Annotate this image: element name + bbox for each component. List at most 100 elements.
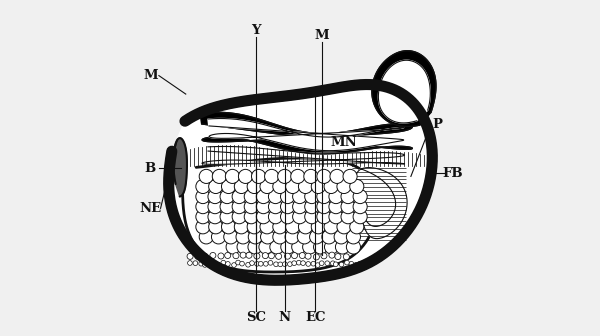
- Circle shape: [285, 230, 299, 244]
- Circle shape: [296, 260, 301, 265]
- Circle shape: [212, 261, 217, 265]
- Circle shape: [311, 261, 316, 266]
- Circle shape: [256, 190, 271, 204]
- Circle shape: [337, 179, 351, 194]
- Circle shape: [298, 179, 313, 194]
- Circle shape: [235, 179, 248, 194]
- Circle shape: [210, 252, 216, 258]
- Text: N: N: [279, 311, 291, 324]
- Circle shape: [314, 240, 328, 254]
- Circle shape: [293, 190, 307, 204]
- Polygon shape: [202, 146, 404, 164]
- Circle shape: [240, 252, 246, 258]
- Circle shape: [353, 190, 367, 204]
- Circle shape: [329, 190, 343, 204]
- Circle shape: [335, 240, 350, 254]
- Circle shape: [260, 220, 274, 234]
- Circle shape: [238, 169, 253, 183]
- Circle shape: [220, 210, 234, 224]
- Circle shape: [330, 169, 344, 183]
- Circle shape: [293, 210, 307, 224]
- Circle shape: [363, 261, 368, 266]
- Circle shape: [256, 200, 271, 214]
- Circle shape: [284, 253, 290, 259]
- Text: FB: FB: [443, 167, 463, 179]
- Circle shape: [207, 261, 212, 266]
- Circle shape: [199, 169, 214, 183]
- Circle shape: [251, 169, 266, 183]
- Circle shape: [317, 169, 331, 183]
- Circle shape: [187, 253, 193, 259]
- Circle shape: [237, 240, 251, 254]
- Circle shape: [199, 261, 203, 266]
- Circle shape: [212, 169, 226, 183]
- Circle shape: [305, 200, 319, 214]
- Circle shape: [341, 190, 355, 204]
- Circle shape: [208, 190, 222, 204]
- Circle shape: [281, 240, 295, 254]
- Polygon shape: [379, 60, 430, 123]
- Circle shape: [208, 210, 222, 224]
- Circle shape: [202, 253, 208, 259]
- Circle shape: [324, 220, 338, 234]
- Circle shape: [349, 261, 354, 266]
- Circle shape: [315, 263, 320, 267]
- Circle shape: [305, 190, 319, 204]
- Circle shape: [246, 262, 250, 267]
- Circle shape: [236, 230, 250, 244]
- Circle shape: [278, 262, 283, 267]
- Circle shape: [329, 200, 343, 214]
- Circle shape: [244, 190, 259, 204]
- Circle shape: [259, 240, 273, 254]
- Circle shape: [208, 200, 222, 214]
- Circle shape: [334, 230, 348, 244]
- Circle shape: [354, 262, 358, 267]
- Circle shape: [346, 230, 361, 244]
- Circle shape: [273, 220, 287, 234]
- Circle shape: [325, 261, 329, 265]
- Polygon shape: [353, 168, 407, 239]
- Circle shape: [221, 220, 236, 234]
- Circle shape: [353, 210, 367, 224]
- Circle shape: [203, 262, 207, 267]
- Circle shape: [350, 220, 364, 234]
- Circle shape: [319, 261, 324, 265]
- Circle shape: [317, 200, 331, 214]
- Circle shape: [195, 253, 201, 259]
- Circle shape: [265, 169, 278, 183]
- Circle shape: [236, 260, 241, 265]
- Circle shape: [246, 252, 252, 258]
- Circle shape: [235, 220, 248, 234]
- Circle shape: [321, 253, 327, 259]
- Circle shape: [260, 230, 275, 244]
- Circle shape: [302, 240, 317, 254]
- Circle shape: [254, 261, 259, 266]
- Circle shape: [325, 240, 338, 254]
- Circle shape: [196, 200, 210, 214]
- Text: M: M: [314, 29, 329, 42]
- Circle shape: [232, 190, 246, 204]
- Circle shape: [358, 261, 362, 266]
- Polygon shape: [173, 138, 187, 197]
- Circle shape: [343, 254, 349, 260]
- Circle shape: [220, 190, 234, 204]
- Circle shape: [329, 210, 343, 224]
- Circle shape: [292, 261, 296, 265]
- Circle shape: [305, 253, 311, 259]
- Circle shape: [292, 253, 298, 259]
- Text: SC: SC: [247, 311, 266, 324]
- Circle shape: [334, 262, 338, 267]
- Circle shape: [259, 261, 263, 266]
- Circle shape: [268, 190, 283, 204]
- Text: EC: EC: [305, 311, 325, 324]
- Circle shape: [304, 169, 318, 183]
- Circle shape: [329, 252, 335, 258]
- Circle shape: [244, 210, 259, 224]
- Circle shape: [250, 261, 254, 265]
- Circle shape: [341, 210, 355, 224]
- Circle shape: [209, 179, 223, 194]
- Circle shape: [188, 261, 192, 265]
- Circle shape: [254, 253, 260, 259]
- Circle shape: [298, 230, 311, 244]
- Text: M: M: [143, 69, 158, 82]
